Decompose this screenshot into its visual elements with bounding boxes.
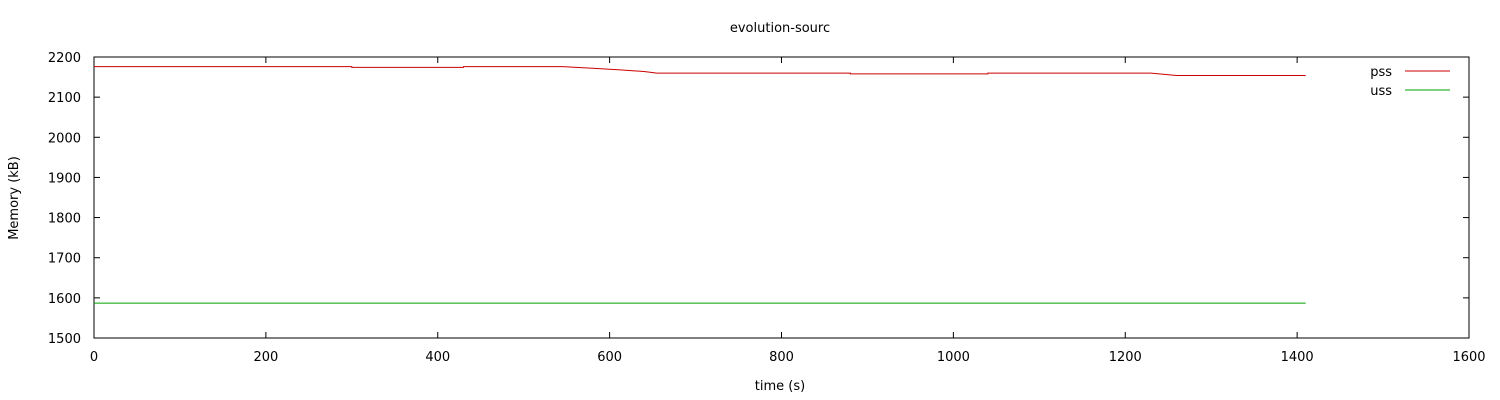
plot-frame — [93, 56, 1470, 339]
x-tick-label: 800 — [769, 350, 794, 365]
y-tick-label: 1900 — [48, 171, 81, 186]
y-tick-label: 1500 — [48, 332, 81, 347]
chart-title: evolution-sourc — [730, 21, 830, 36]
series-line-pss — [94, 66, 1306, 76]
x-axis: 0 200 400 600 800 1000 1200 1400 1600 — [90, 57, 1486, 365]
y-tick-label: 2000 — [48, 131, 81, 146]
y-tick-label: 1700 — [48, 252, 81, 267]
y-axis: 1500 1600 1700 1800 1900 2000 2100 2200 — [48, 51, 1469, 347]
x-tick-label: 1200 — [1109, 350, 1142, 365]
x-axis-label: time (s) — [755, 379, 805, 394]
y-tick-label: 2200 — [48, 51, 81, 66]
legend-label-pss: pss — [1370, 65, 1392, 80]
y-axis-label: Memory (kB) — [7, 156, 22, 240]
y-tick-label: 2100 — [48, 91, 81, 106]
legend: pss uss — [1370, 65, 1450, 99]
x-tick-label: 200 — [253, 350, 278, 365]
legend-label-uss: uss — [1370, 84, 1392, 99]
y-tick-label: 1600 — [48, 292, 81, 307]
y-tick-label: 1800 — [48, 212, 81, 227]
series-group — [94, 66, 1306, 304]
x-tick-label: 1000 — [937, 350, 970, 365]
x-tick-label: 1400 — [1281, 350, 1314, 365]
x-tick-label: 400 — [425, 350, 450, 365]
x-tick-label: 0 — [90, 350, 98, 365]
x-tick-label: 1600 — [1452, 350, 1485, 365]
x-tick-label: 600 — [597, 350, 622, 365]
